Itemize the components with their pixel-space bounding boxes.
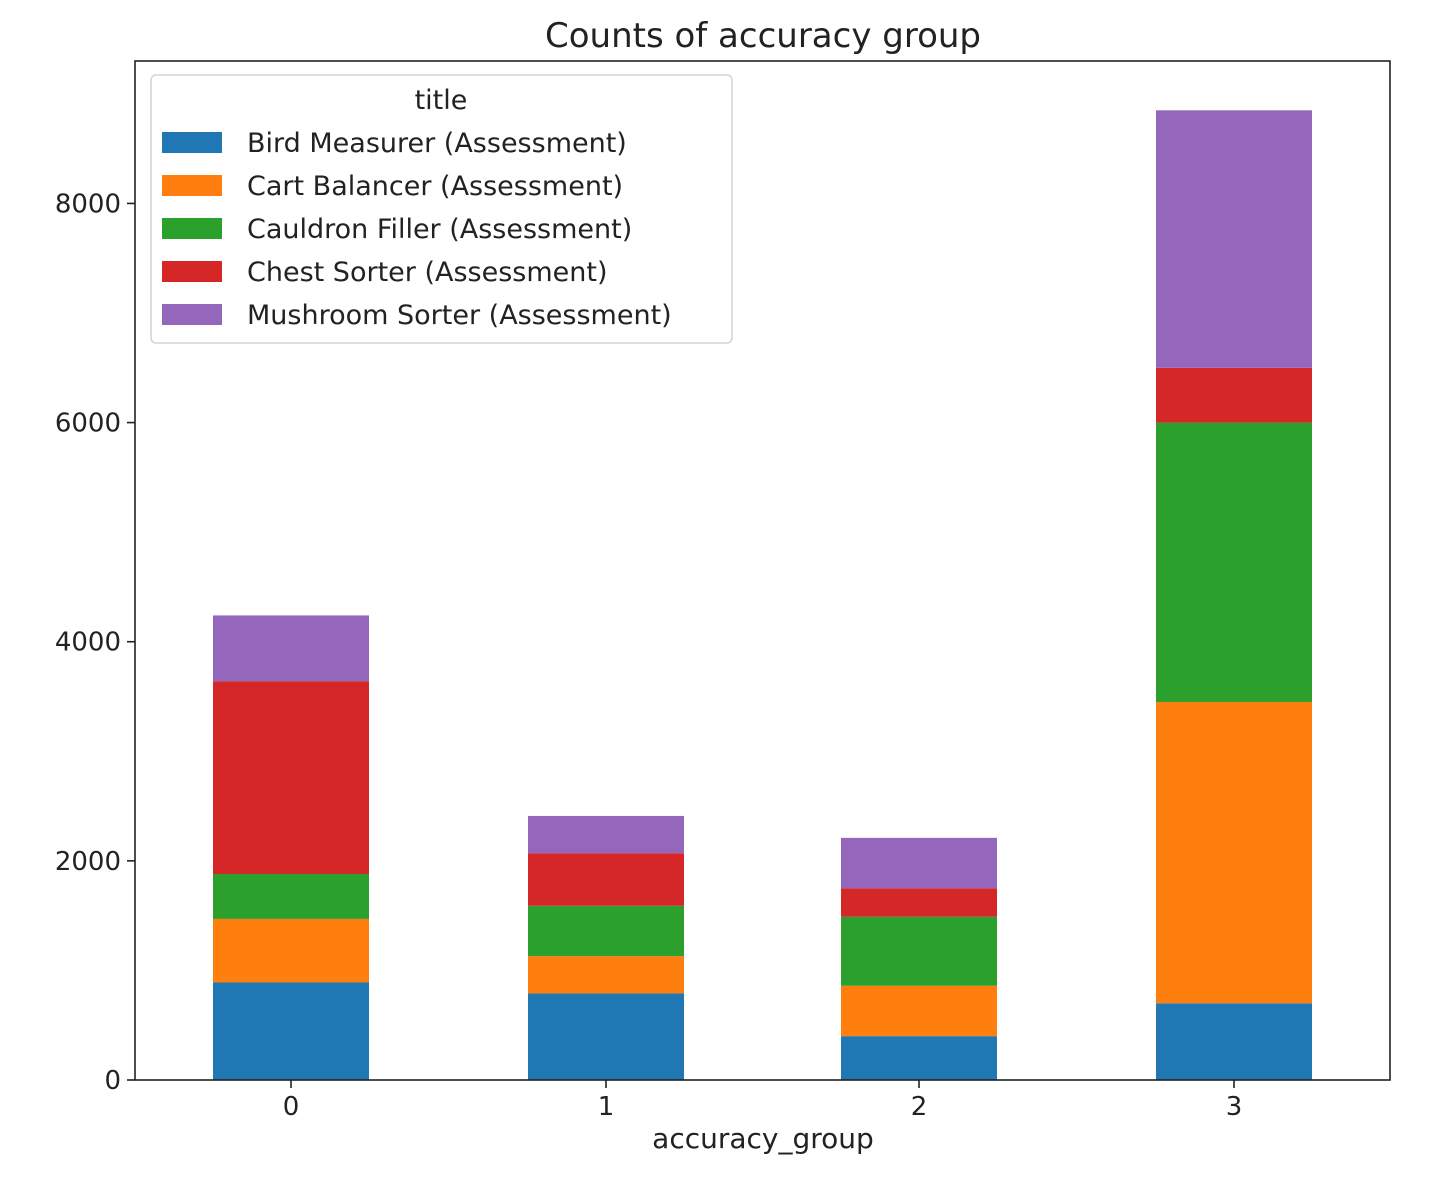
legend-swatch	[162, 304, 222, 325]
bar-segment-cat2-series0	[841, 1036, 997, 1080]
bar-stacks	[213, 110, 1312, 1080]
bar-segment-cat1-series4	[528, 815, 684, 854]
chart-title: Counts of accuracy group	[545, 16, 981, 56]
bar-segment-cat3-series0	[1156, 1003, 1312, 1080]
bar-segment-cat1-series2	[528, 905, 684, 957]
bar-segment-cat1-series3	[528, 853, 684, 906]
legend-label: Chest Sorter (Assessment)	[247, 257, 607, 288]
bar-segment-cat2-series2	[841, 916, 997, 986]
legend: title Bird Measurer (Assessment) Cart Bala…	[150, 74, 733, 344]
legend-box	[150, 74, 733, 344]
bar-segment-cat0-series1	[213, 918, 369, 983]
x-axis: 0 1 2 3	[283, 1080, 1243, 1122]
y-tick-label: 8000	[55, 189, 121, 219]
bar-segment-cat3-series3	[1156, 367, 1312, 423]
bar-segment-cat3-series2	[1156, 422, 1312, 702]
legend-swatch	[162, 218, 222, 239]
bar-segment-cat0-series3	[213, 681, 369, 875]
y-tick-label: 2000	[55, 847, 121, 877]
bar-segment-cat2-series1	[841, 985, 997, 1037]
x-tick-label: 0	[283, 1092, 300, 1122]
bar-segment-cat2-series3	[841, 888, 997, 917]
legend-label: Cauldron Filler (Assessment)	[247, 214, 632, 245]
x-tick-label: 1	[598, 1092, 615, 1122]
bar-segment-cat3-series1	[1156, 701, 1312, 1004]
x-tick-label: 3	[1226, 1092, 1243, 1122]
legend-label: Cart Balancer (Assessment)	[247, 171, 623, 202]
y-axis: 0 2000 4000 6000 8000	[55, 189, 135, 1096]
bar-segment-cat1-series0	[528, 993, 684, 1080]
legend-title: title	[415, 85, 468, 116]
legend-swatch	[162, 132, 222, 153]
bar-segment-cat0-series2	[213, 874, 369, 919]
legend-swatch	[162, 175, 222, 196]
bar-segment-cat2-series4	[841, 837, 997, 889]
bar-segment-cat3-series4	[1156, 110, 1312, 368]
legend-label: Mushroom Sorter (Assessment)	[247, 300, 672, 331]
legend-label: Bird Measurer (Assessment)	[247, 128, 627, 159]
y-tick-label: 0	[104, 1066, 121, 1096]
y-tick-label: 4000	[55, 628, 121, 658]
bar-segment-cat1-series1	[528, 956, 684, 994]
bar-segment-cat0-series4	[213, 615, 369, 682]
x-axis-label: accuracy_group	[652, 1122, 874, 1155]
bar-segment-cat0-series0	[213, 982, 369, 1080]
x-tick-label: 2	[911, 1092, 928, 1122]
legend-swatch	[162, 261, 222, 282]
y-tick-label: 6000	[55, 409, 121, 439]
plot-area-border	[134, 60, 1391, 1081]
